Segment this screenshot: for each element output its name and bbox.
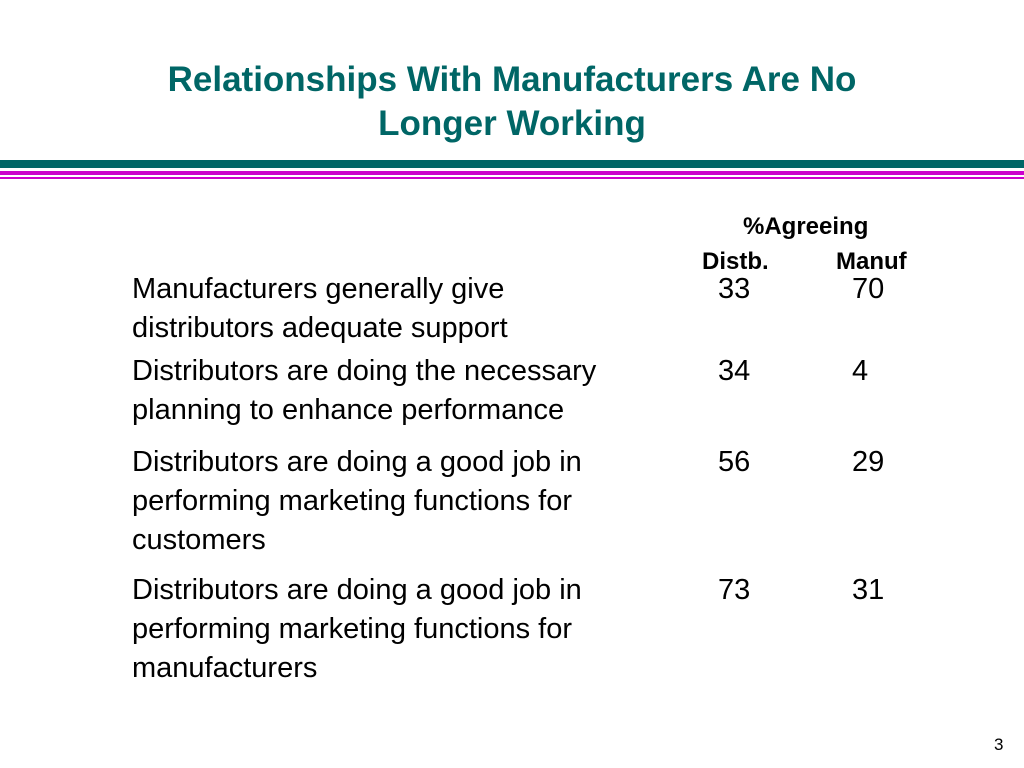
agreeing-group-header: %Agreeing xyxy=(743,213,869,240)
statement-text: Distributors are doing a good job in per… xyxy=(132,571,692,688)
page-number: 3 xyxy=(994,735,1004,754)
statement-line: Distributors are doing a good job in xyxy=(132,446,582,478)
statement-line: performing marketing functions for xyxy=(132,613,573,645)
column-header-distb: Distb. xyxy=(702,248,769,275)
title-line-1: Relationships With Manufacturers Are No xyxy=(167,60,857,99)
slide-title: Relationships With Manufacturers Are No … xyxy=(60,58,964,146)
column-header-manuf: Manuf xyxy=(836,248,907,275)
manuf-value: 4 xyxy=(852,355,869,387)
statement-text: Distributors are doing the necessary pla… xyxy=(132,352,692,430)
statement-line: Manufacturers generally give xyxy=(132,273,505,305)
statement-text: Distributors are doing a good job in per… xyxy=(132,443,692,560)
manuf-value: 29 xyxy=(852,446,885,478)
statement-line: planning to enhance performance xyxy=(132,394,565,426)
statement-text: Manufacturers generally give distributor… xyxy=(132,270,692,348)
title-divider-magenta xyxy=(0,171,1024,175)
statement-line: performing marketing functions for xyxy=(132,485,573,517)
title-divider-magenta-thin xyxy=(0,177,1024,179)
statement-line: Distributors are doing the necessary xyxy=(132,355,597,387)
distb-value: 56 xyxy=(718,446,751,478)
statement-line: manufacturers xyxy=(132,652,318,684)
statement-line: customers xyxy=(132,524,266,556)
distb-value: 73 xyxy=(718,574,751,606)
statement-line: Distributors are doing a good job in xyxy=(132,574,582,606)
title-divider-teal xyxy=(0,160,1024,168)
manuf-value: 31 xyxy=(852,574,885,606)
distb-value: 33 xyxy=(718,273,751,305)
statement-line: distributors adequate support xyxy=(132,312,508,344)
title-line-2: Longer Working xyxy=(378,104,646,143)
distb-value: 34 xyxy=(718,355,751,387)
manuf-value: 70 xyxy=(852,273,885,305)
